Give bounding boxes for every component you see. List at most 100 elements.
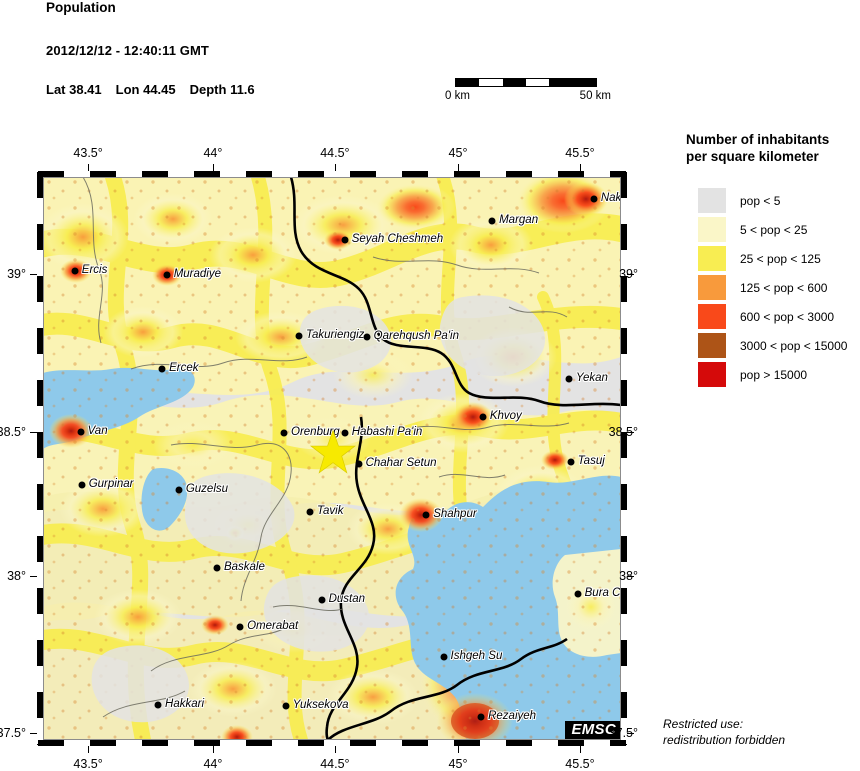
longitude-label: 43.5° [73, 146, 103, 160]
longitude-label: 45° [448, 757, 468, 771]
city-dot [341, 236, 349, 244]
city-name: Ercek [169, 361, 199, 374]
city-dot [158, 365, 166, 373]
longitude-label: 44° [203, 146, 223, 160]
longitude-tick [579, 164, 581, 171]
latitude-tick [627, 432, 634, 434]
city-dot [590, 195, 598, 203]
scale-bar-segment [549, 79, 573, 86]
restricted-use-line-2: redistribution forbidden [663, 733, 786, 747]
longitude-tick [88, 164, 90, 171]
legend-color-swatch [698, 246, 726, 271]
legend-color-swatch [698, 362, 726, 387]
restricted-use-notice: Restricted use: redistribution forbidden [663, 716, 785, 748]
legend-title-line-1: Number of inhabitants [686, 132, 830, 147]
city-dot [565, 375, 573, 383]
city-dot [280, 429, 288, 437]
legend-color-swatch [698, 188, 726, 213]
legend-row: pop > 15000 [686, 360, 860, 389]
legend-row: 3000 < pop < 15000 [686, 331, 860, 360]
city-name: Nakhiche [600, 191, 621, 204]
longitude-label: 44° [203, 757, 223, 771]
legend-row: 600 < pop < 3000 [686, 302, 860, 331]
latitude-label: 38.5° [0, 425, 26, 440]
longitude-tick [212, 164, 214, 171]
longitude-label: 44.5° [320, 146, 350, 160]
city-dot [567, 458, 575, 466]
city-name: Baskale [223, 560, 265, 573]
star-glyph [310, 429, 357, 474]
epicenter-star-icon [310, 429, 357, 481]
city-name: Ercis [81, 264, 108, 277]
city-name: Yekan [575, 372, 608, 385]
city-name: Yuksekova [292, 698, 349, 711]
city-name: Shahpur [433, 507, 477, 520]
city-dot [163, 271, 171, 279]
longitude-label: 44.5° [320, 757, 350, 771]
latitude-label: 38° [619, 569, 638, 584]
city-dot [318, 596, 326, 604]
scale-bar-max-label: 50 km [579, 90, 611, 102]
city-name: Omerabat [247, 619, 299, 632]
city-name: Bura C [584, 587, 621, 600]
legend-color-swatch [698, 333, 726, 358]
latitude-tick [30, 576, 37, 578]
scale-bar-labels: 0 km 50 km [445, 90, 611, 104]
latitude-label: 37.5° [0, 726, 26, 741]
city-name: Seyah Cheshmeh [351, 233, 444, 246]
city-name: Chahar Setun [365, 456, 437, 469]
depth-value: Depth 11.6 [189, 82, 255, 97]
latitude-value: Lat 38.41 [46, 82, 102, 97]
latitude-tick [627, 273, 634, 275]
legend-row: pop < 5 [686, 186, 860, 215]
longitude-tick [579, 746, 581, 753]
latitude-tick [30, 432, 37, 434]
city-dot [175, 486, 183, 494]
city-name: Muradiye [173, 267, 221, 280]
latitude-tick [627, 733, 634, 735]
map-raster-layer [43, 177, 621, 740]
population-legend: Number of inhabitants per square kilomet… [686, 131, 860, 389]
city-name: Tavik [317, 504, 344, 517]
city-dot [154, 701, 162, 709]
latitude-label: 39° [7, 266, 26, 281]
scale-bar-segment [502, 79, 526, 86]
hypocenter-info: Lat 38.41 Lon 44.45 Depth 11.6 [46, 82, 269, 97]
city-name: Margan [499, 213, 539, 226]
city-dot [71, 267, 79, 275]
latitude-label: 38° [7, 569, 26, 584]
map-viewport[interactable]: Ercis Muradiye Seyah Cheshmeh Margan Nakhich… [43, 177, 621, 740]
legend-color-swatch [698, 304, 726, 329]
longitude-label: 43.5° [73, 757, 103, 771]
latitude-label: 39° [619, 266, 638, 281]
city-name: Guzelsu [185, 483, 229, 496]
city-dot [306, 508, 314, 516]
longitude-label: 45.5° [565, 146, 595, 160]
city-name: Van [87, 425, 108, 438]
city-dot [355, 460, 363, 468]
city-dot [488, 217, 496, 225]
latitude-tick [627, 576, 634, 578]
city-name: Qarehqush Pa'in [373, 330, 459, 343]
legend-range-label: 3000 < pop < 15000 [740, 338, 848, 353]
legend-range-label: 25 < pop < 125 [740, 251, 821, 266]
map-frame-bottom [38, 740, 626, 746]
longitude-value: Lon 44.45 [115, 82, 176, 97]
legend-items: pop < 5 5 < pop < 25 25 < pop < 125 125 < p… [686, 186, 860, 389]
longitude-label: 45.5° [565, 757, 595, 771]
longitude-label: 45° [448, 146, 468, 160]
legend-title-line-2: per square kilometer [686, 149, 819, 164]
emsc-attribution-badge: EMSC [565, 721, 621, 740]
legend-title: Number of inhabitants per square kilomet… [686, 131, 860, 165]
page-title: Population [46, 0, 116, 15]
scale-bar-segment [525, 79, 550, 86]
legend-range-label: pop < 5 [740, 193, 781, 208]
city-name: Dustan [328, 592, 366, 605]
population-map[interactable]: Ercis Muradiye Seyah Cheshmeh Margan Nakhich… [0, 146, 638, 771]
city-name: Takuriengiz [306, 329, 365, 342]
city-dot [282, 702, 290, 710]
scale-bar-min-label: 0 km [445, 90, 470, 102]
legend-range-label: 5 < pop < 25 [740, 222, 808, 237]
latitude-tick [30, 273, 37, 275]
longitude-tick [334, 746, 336, 753]
